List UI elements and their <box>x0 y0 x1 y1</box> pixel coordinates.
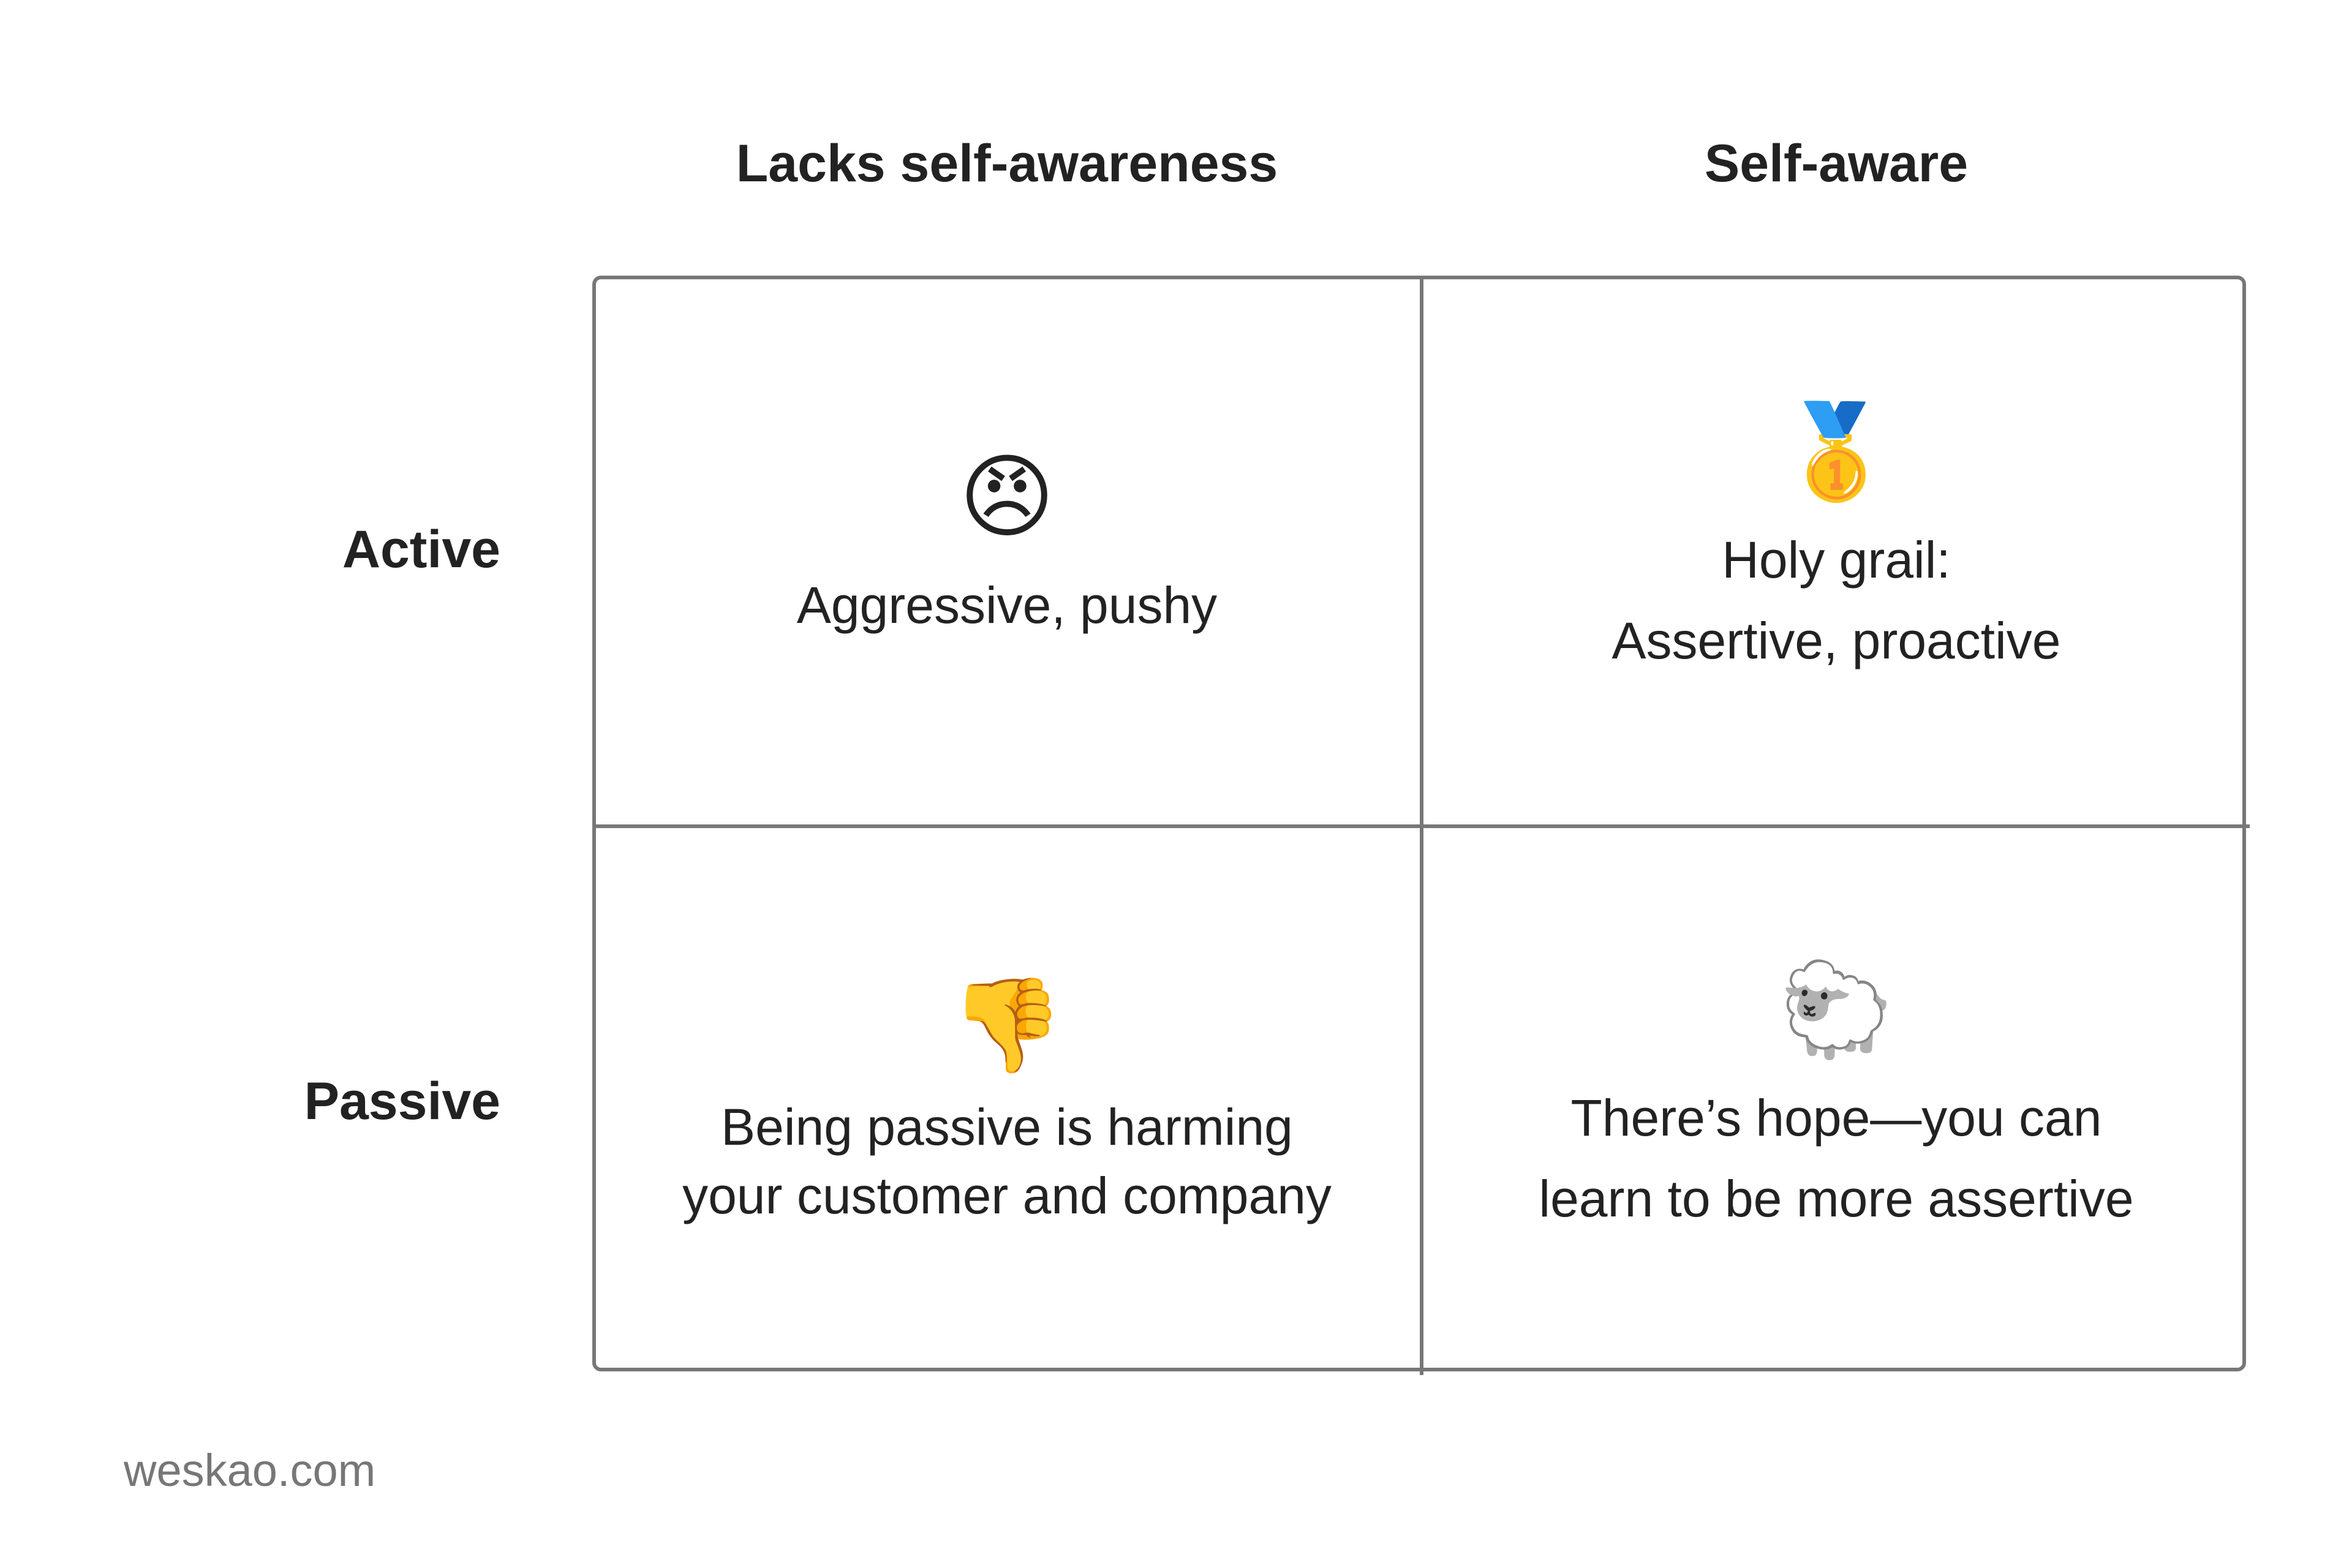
column-header: Lacks self-awareness <box>736 134 1278 193</box>
cell-text: your customer and company <box>682 1167 1332 1224</box>
cell-text: Holy grail: <box>1722 531 1951 589</box>
cell-text: learn to be more assertive <box>1539 1170 2134 1227</box>
cell-text: There’s hope—you can <box>1570 1089 2102 1147</box>
cell: 😠 Aggressive, pushy <box>597 442 1417 646</box>
emoji: 😠 <box>959 444 1055 551</box>
column-header: Self-aware <box>1704 134 1969 193</box>
cell: 🥇 Holy grail: Assertive, proactive <box>1426 397 2247 681</box>
emoji: 👎 <box>949 972 1065 1079</box>
cell-text: Aggressive, pushy <box>796 576 1218 634</box>
emoji: 🥇 <box>1779 399 1894 505</box>
footer: weskao.com <box>124 1445 376 1496</box>
row-label: Active <box>342 520 500 579</box>
cell: 👎 Being passive is harming your customer… <box>597 970 1417 1230</box>
row-label: Passive <box>304 1072 500 1131</box>
matrix-border <box>592 276 2246 1371</box>
cell: 🐑 There’s hope—you can learn to be more … <box>1426 955 2247 1239</box>
cell-text: Being passive is harming <box>721 1098 1293 1156</box>
emoji: 🐑 <box>1779 957 1894 1063</box>
cell-text: Assertive, proactive <box>1611 612 2061 669</box>
divider <box>592 824 2250 828</box>
